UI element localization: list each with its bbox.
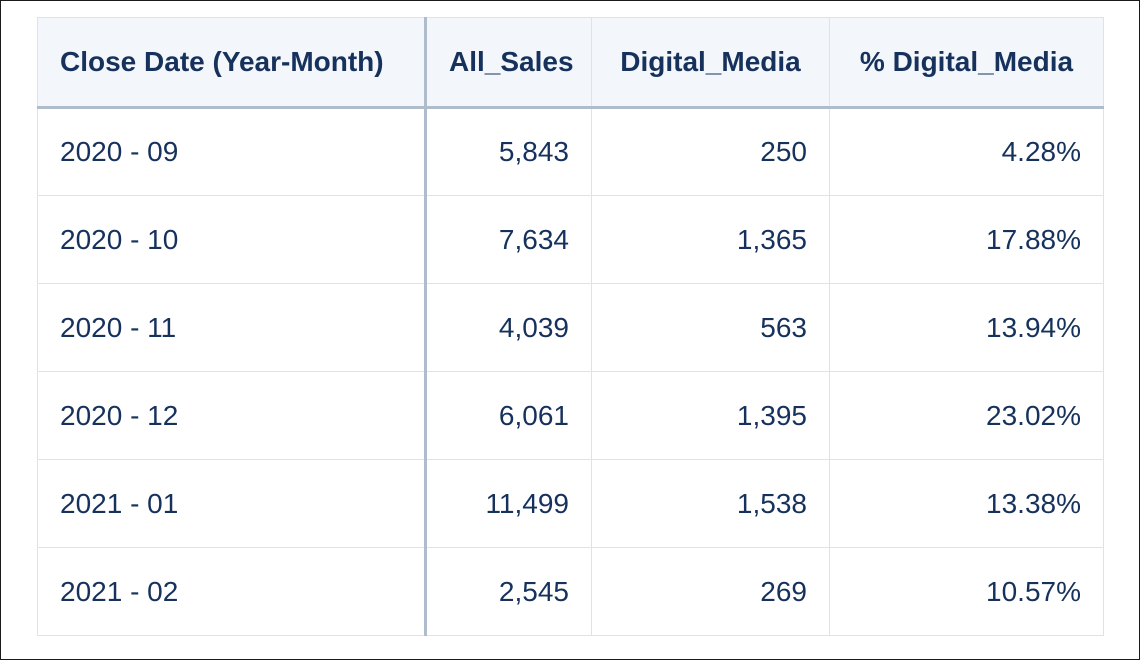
- cell-all-sales: 2,545: [425, 547, 592, 636]
- cell-all-sales: 7,634: [425, 195, 592, 284]
- cell-digital-media: 563: [591, 283, 830, 372]
- table-row: 2020 - 11 4,039 563 13.94%: [37, 283, 1104, 372]
- cell-close-date: 2021 - 02: [37, 547, 427, 636]
- sales-report-table: Close Date (Year-Month) All_Sales Digita…: [37, 17, 1104, 636]
- table-row: 2021 - 01 11,499 1,538 13.38%: [37, 459, 1104, 548]
- column-header-pct-digital-media[interactable]: % Digital_Media: [829, 17, 1104, 109]
- cell-digital-media: 250: [591, 107, 830, 196]
- cell-close-date: 2020 - 12: [37, 371, 427, 460]
- table-row: 2020 - 10 7,634 1,365 17.88%: [37, 195, 1104, 284]
- cell-all-sales: 5,843: [425, 107, 592, 196]
- column-header-close-date[interactable]: Close Date (Year-Month): [37, 17, 427, 109]
- cell-digital-media: 1,538: [591, 459, 830, 548]
- table-body: 2020 - 09 5,843 250 4.28% 2020 - 10 7,63…: [37, 107, 1104, 636]
- cell-close-date: 2020 - 09: [37, 107, 427, 196]
- cell-pct-digital-media: 10.57%: [829, 547, 1104, 636]
- cell-digital-media: 269: [591, 547, 830, 636]
- cell-digital-media: 1,365: [591, 195, 830, 284]
- table-header: Close Date (Year-Month) All_Sales Digita…: [37, 17, 1104, 109]
- cell-close-date: 2020 - 10: [37, 195, 427, 284]
- cell-digital-media: 1,395: [591, 371, 830, 460]
- cell-pct-digital-media: 13.94%: [829, 283, 1104, 372]
- cell-pct-digital-media: 13.38%: [829, 459, 1104, 548]
- header-row: Close Date (Year-Month) All_Sales Digita…: [37, 17, 1104, 109]
- column-header-all-sales[interactable]: All_Sales: [425, 17, 592, 109]
- table-row: 2020 - 12 6,061 1,395 23.02%: [37, 371, 1104, 460]
- cell-close-date: 2021 - 01: [37, 459, 427, 548]
- cell-pct-digital-media: 23.02%: [829, 371, 1104, 460]
- cell-all-sales: 6,061: [425, 371, 592, 460]
- cell-all-sales: 11,499: [425, 459, 592, 548]
- table-row: 2020 - 09 5,843 250 4.28%: [37, 107, 1104, 196]
- table-row: 2021 - 02 2,545 269 10.57%: [37, 547, 1104, 636]
- cell-all-sales: 4,039: [425, 283, 592, 372]
- cell-pct-digital-media: 17.88%: [829, 195, 1104, 284]
- column-header-digital-media[interactable]: Digital_Media: [591, 17, 830, 109]
- cell-pct-digital-media: 4.28%: [829, 107, 1104, 196]
- cell-close-date: 2020 - 11: [37, 283, 427, 372]
